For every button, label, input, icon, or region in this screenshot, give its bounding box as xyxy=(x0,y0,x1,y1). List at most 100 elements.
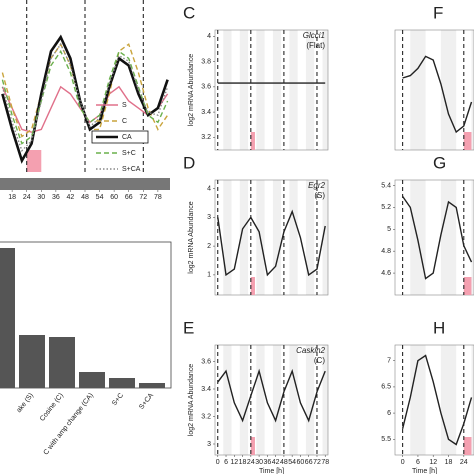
y-tick-label: 5.5 xyxy=(381,436,391,443)
y-tick-label: 3.4 xyxy=(201,109,211,116)
curve xyxy=(1,42,169,152)
x-tick-label: 6 xyxy=(416,459,420,466)
x-tick-label: 48 xyxy=(81,194,89,201)
band xyxy=(322,345,328,455)
gene-name: Caskin2 xyxy=(296,346,325,355)
y-tick-label: 5 xyxy=(387,226,391,233)
y-tick-label: 4 xyxy=(207,33,211,40)
band xyxy=(223,345,232,455)
y-tick-label: 6.5 xyxy=(381,384,391,391)
x-tick-label: 60 xyxy=(297,459,305,466)
x-tick-label: 0 xyxy=(216,459,220,466)
x-tick-label: 24 xyxy=(247,459,255,466)
band xyxy=(289,345,298,455)
x-tick-label: 78 xyxy=(154,194,162,201)
axis-frame xyxy=(394,344,474,456)
band xyxy=(322,180,328,295)
curve xyxy=(1,34,169,164)
pink-marker xyxy=(463,277,472,295)
x-tick-label: S+C xyxy=(111,392,125,407)
pink-marker xyxy=(463,132,472,150)
curve xyxy=(1,49,169,145)
bar xyxy=(19,335,45,388)
x-axis-label: Time [h] xyxy=(412,468,437,474)
band xyxy=(239,30,249,150)
band xyxy=(289,180,298,295)
pink-marker xyxy=(463,437,472,455)
curve xyxy=(402,55,473,134)
y-tick-label: 3 xyxy=(207,214,211,221)
x-tick-label: 54 xyxy=(288,459,296,466)
x-tick-label: 12 xyxy=(230,459,238,466)
legend-box xyxy=(91,130,149,144)
axis-frame xyxy=(214,179,329,296)
legend-label: S+CA xyxy=(122,166,141,173)
legend-label: C xyxy=(122,118,127,125)
y-tick-label: 3.8 xyxy=(201,58,211,65)
band xyxy=(272,180,282,295)
band xyxy=(410,345,426,455)
band xyxy=(471,180,474,295)
x-tick-label: ake (S) xyxy=(16,392,35,414)
x-tick-label: 72 xyxy=(313,459,321,466)
panel-letter: H xyxy=(433,318,445,337)
x-axis-label: Time [h] xyxy=(259,468,284,474)
pink-marker xyxy=(26,150,42,172)
y-tick-label: 3.2 xyxy=(201,413,211,420)
panel-letter: E xyxy=(183,318,194,337)
y-tick-label: 7 xyxy=(387,358,391,365)
gene-class: (S) xyxy=(314,191,325,200)
y-tick-label: 4.6 xyxy=(381,270,391,277)
x-tick-label: 18 xyxy=(239,459,247,466)
y-axis-label: log2 mRNA Abundance xyxy=(188,364,195,436)
bar xyxy=(139,383,165,388)
x-tick-label: Cosine (C) xyxy=(39,392,65,423)
x-tick-label: 66 xyxy=(305,459,313,466)
x-tick-label: 54 xyxy=(96,194,104,201)
y-axis-label: log2 mRNA Abundance xyxy=(188,201,195,273)
x-tick-label: 0 xyxy=(401,459,405,466)
curve xyxy=(402,195,473,280)
y-tick-label: 3.4 xyxy=(201,386,211,393)
y-tick-label: 3.6 xyxy=(201,358,211,365)
axis-frame xyxy=(394,179,474,296)
curve xyxy=(217,209,326,277)
y-tick-label: 4.8 xyxy=(381,248,391,255)
band xyxy=(440,30,457,150)
band xyxy=(239,180,249,295)
x-tick-label: C with amp change (CA) xyxy=(43,392,95,456)
x-tick-label: 18 xyxy=(445,459,453,466)
x-tick-label: 24 xyxy=(460,459,468,466)
x-tick-label: 12 xyxy=(429,459,437,466)
x-tick-label: 30 xyxy=(255,459,263,466)
gene-name: Glcci1 xyxy=(303,31,325,40)
panel-letter: D xyxy=(183,153,195,172)
band xyxy=(239,345,249,455)
pink-marker xyxy=(250,277,255,295)
x-tick-label: 48 xyxy=(280,459,288,466)
x-tick-label: 72 xyxy=(139,194,147,201)
x-tick-label: 36 xyxy=(263,459,271,466)
x-tick-label: 36 xyxy=(52,194,60,201)
band xyxy=(305,180,315,295)
y-tick-label: 3 xyxy=(207,441,211,448)
y-tick-label: 3.2 xyxy=(201,134,211,141)
x-tick-label: 42 xyxy=(272,459,280,466)
panel-letter: C xyxy=(183,3,195,22)
band xyxy=(272,30,282,150)
x-tick-label: 60 xyxy=(110,194,118,201)
curve xyxy=(401,354,473,446)
panel-letter: F xyxy=(433,3,443,22)
pink-marker xyxy=(250,437,255,455)
band xyxy=(223,180,232,295)
y-tick-label: 1 xyxy=(207,272,211,279)
band xyxy=(410,30,426,150)
band xyxy=(256,345,265,455)
x-tick-label: 66 xyxy=(125,194,133,201)
panel-letter: G xyxy=(433,153,446,172)
band xyxy=(223,30,232,150)
band xyxy=(256,30,265,150)
axis-frame xyxy=(214,29,329,151)
band xyxy=(289,30,298,150)
